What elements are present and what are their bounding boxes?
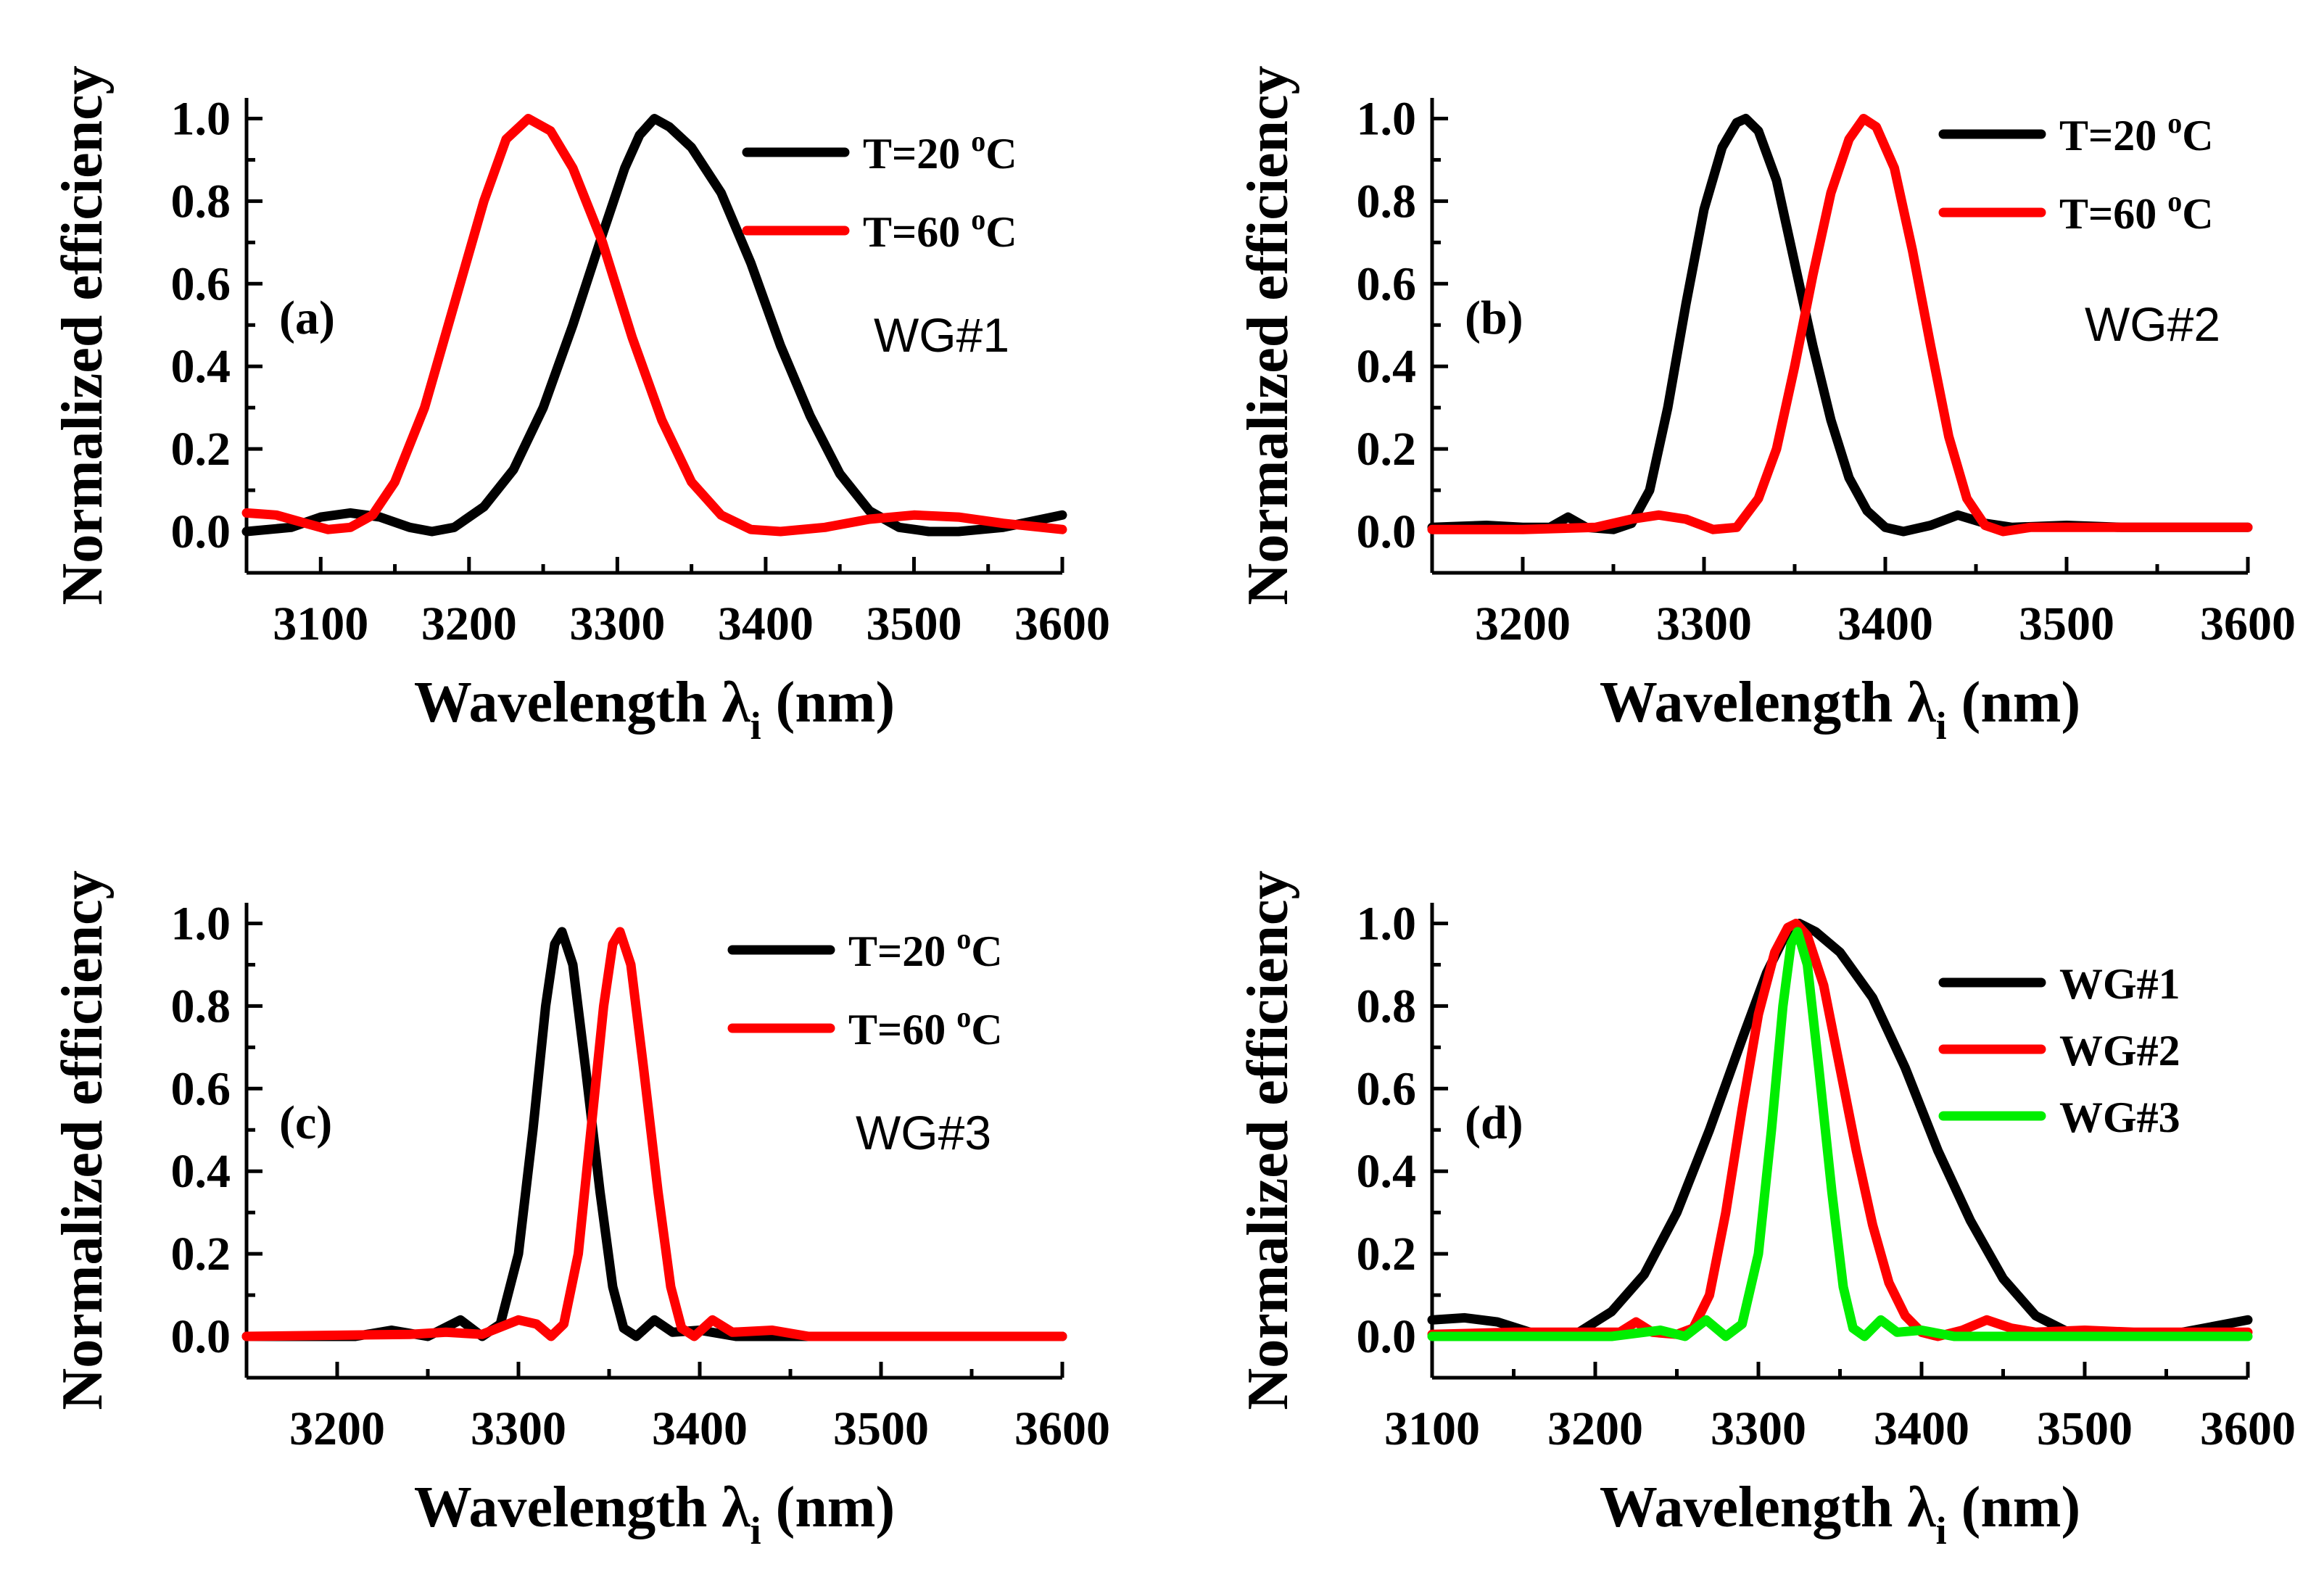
x-axis-title: Wavelength λi (nm): [1600, 1476, 2080, 1552]
y-tick-label: 0.6: [1357, 1062, 1417, 1115]
legend-label: T=20 oC: [848, 922, 1003, 975]
series-line-2: [241, 927, 1067, 1341]
chart-panel-d: 0.0 0.2 0.4 0.6 0.8 1.0 3100 3200 3300 3400 3500 36…: [1236, 870, 2296, 1552]
x-tick-label: 3400: [718, 597, 814, 650]
y-axis-title: Normalized efficiency: [51, 870, 115, 1410]
series-line-2: [241, 114, 1067, 537]
y-tick-label: 0.8: [1357, 980, 1417, 1033]
y-tick-label: 0.2: [171, 1228, 231, 1281]
y-tick-label: 0.8: [171, 980, 231, 1033]
y-tick-label: 0.4: [1357, 340, 1417, 393]
y-tick-label: 1.0: [1357, 897, 1417, 950]
legend-label: T=60 oC: [848, 1001, 1003, 1054]
legend-label: T=60 oC: [863, 203, 1017, 256]
waveguide-annotation: WG#2: [2085, 297, 2220, 351]
x-tick-label: 3600: [1014, 597, 1110, 650]
x-tick-label: 3400: [652, 1402, 748, 1455]
y-tick-label: 0.0: [1357, 505, 1417, 558]
x-tick-label: 3300: [471, 1402, 566, 1455]
y-tick-label: 0.4: [1357, 1145, 1417, 1198]
x-tick-label: 3100: [1384, 1402, 1480, 1455]
panel-label: (d): [1465, 1096, 1523, 1149]
chart-panel-b: 0.0 0.2 0.4 0.6 0.8 1.0 3200 3300 3400 3500 3600 T=…: [1236, 65, 2296, 748]
x-tick-label: 3500: [833, 1402, 929, 1455]
series-line-1: [241, 927, 1067, 1341]
legend-label: T=20 oC: [2059, 107, 2214, 160]
series-line-3: [1427, 927, 2253, 1341]
y-tick-label: 0.0: [171, 1310, 231, 1363]
x-axis-title: Wavelength λi (nm): [1600, 671, 2080, 748]
y-tick-label: 1.0: [1357, 92, 1417, 145]
legend-label: T=20 oC: [863, 125, 1017, 178]
x-tick-label: 3200: [289, 1402, 385, 1455]
y-tick-label: 0.8: [1357, 175, 1417, 228]
x-tick-label: 3200: [1475, 597, 1571, 650]
x-tick-label: 3500: [2019, 597, 2114, 650]
x-tick-label: 3500: [2037, 1402, 2133, 1455]
y-tick-label: 0.2: [1357, 423, 1417, 476]
y-tick-label: 1.0: [171, 92, 231, 145]
x-axis-title: Wavelength λi (nm): [414, 671, 895, 748]
y-tick-label: 0.4: [171, 340, 231, 393]
x-tick-label: 3300: [1656, 597, 1752, 650]
panel-label: (a): [279, 291, 335, 344]
chart-panel-c: 0.0 0.2 0.4 0.6 0.8 1.0 3200 3300 3400 3500 3600 T=…: [51, 870, 1110, 1552]
series-line-2: [1427, 114, 2253, 537]
y-axis-title: Normalized efficiency: [1236, 65, 1300, 605]
y-tick-label: 0.6: [171, 1062, 231, 1115]
x-tick-label: 3500: [866, 597, 962, 650]
x-tick-label: 3600: [2200, 1402, 2296, 1455]
x-tick-label: 3600: [1014, 1402, 1110, 1455]
y-tick-label: 0.0: [1357, 1310, 1417, 1363]
chart-panel-a: 0.0 0.2 0.4 0.6 0.8 1.0 3100 3200 3300 3400 3500 36…: [51, 65, 1110, 748]
x-tick-label: 3300: [1711, 1402, 1806, 1455]
x-tick-label: 3200: [421, 597, 517, 650]
legend-label: WG#2: [2059, 1027, 2180, 1075]
y-tick-label: 0.2: [171, 423, 231, 476]
y-tick-label: 0.2: [1357, 1228, 1417, 1281]
x-tick-label: 3300: [569, 597, 665, 650]
x-tick-label: 3200: [1547, 1402, 1643, 1455]
x-tick-label: 3400: [1874, 1402, 1969, 1455]
x-tick-label: 3600: [2200, 597, 2296, 650]
y-tick-label: 1.0: [171, 897, 231, 950]
waveguide-annotation: WG#3: [856, 1106, 991, 1159]
y-tick-label: 0.0: [171, 505, 231, 558]
y-tick-label: 0.4: [171, 1145, 231, 1198]
panel-label: (c): [279, 1096, 332, 1149]
y-tick-label: 0.8: [171, 175, 231, 228]
x-tick-label: 3100: [273, 597, 368, 650]
y-tick-label: 0.6: [1357, 257, 1417, 310]
y-axis-title: Normalized efficiency: [1236, 870, 1300, 1410]
legend-label: WG#1: [2059, 960, 2180, 1008]
legend-label: WG#3: [2059, 1093, 2180, 1141]
y-tick-label: 0.6: [171, 257, 231, 310]
waveguide-annotation: WG#1: [874, 308, 1009, 362]
x-axis-title: Wavelength λi (nm): [414, 1476, 895, 1552]
y-axis-title: Normalized efficiency: [51, 65, 115, 605]
panel-label: (b): [1465, 291, 1523, 344]
x-tick-label: 3400: [1837, 597, 1933, 650]
legend-label: T=60 oC: [2059, 185, 2214, 238]
